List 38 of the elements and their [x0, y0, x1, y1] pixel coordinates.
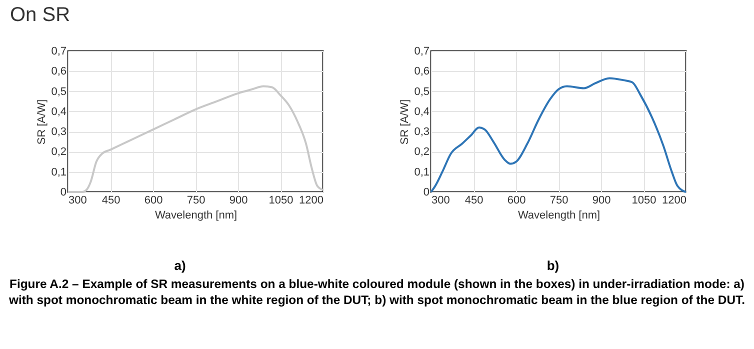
x-tick-label: 750 — [186, 194, 206, 206]
y-tick-label: 0,2 — [51, 146, 66, 158]
x-tick-label: 900 — [592, 194, 611, 206]
x-tick-label: 1050 — [268, 194, 294, 206]
text: b) — [546, 258, 560, 273]
y-axis-title: SR [A/W] — [399, 99, 412, 145]
x-tick-label: 750 — [550, 194, 568, 206]
x-tick-label: 300 — [68, 194, 87, 206]
y-axis-title: SR [A/W] — [36, 99, 48, 145]
y-tick-label: 0,1 — [51, 166, 66, 178]
x-tick-label: 1200 — [299, 194, 324, 206]
chart-title: On SR — [10, 4, 70, 27]
y-tick-label: 0,4 — [414, 106, 430, 118]
y-tick-label: 0,3 — [51, 126, 66, 138]
x-tick-label: 600 — [144, 194, 163, 206]
text: Figure A.2 – Example of SR measurements on a blue-white coloured module (shown in the boxes) in under-irradiation mode: a) with spot monochromatic beam in the white region of the DUT; b) with spot monochromatic beam in the blue region of the DUT. — [8, 276, 746, 308]
x-tick-label: 600 — [507, 194, 526, 206]
x-tick-label: 900 — [229, 194, 248, 206]
y-tick-label: 0,7 — [414, 46, 430, 58]
y-tick-label: 0,3 — [414, 126, 430, 138]
y-tick-label: 0,6 — [414, 66, 430, 78]
y-tick-label: 0,5 — [414, 86, 430, 98]
y-tick-label: 0 — [423, 186, 430, 198]
text: a) — [173, 258, 187, 273]
x-tick-label: 1050 — [632, 194, 656, 206]
x-tick-label: 450 — [464, 194, 484, 206]
x-tick-label: 1200 — [662, 194, 686, 206]
y-tick-label: 0,1 — [414, 166, 430, 178]
y-tick-label: 0,2 — [414, 146, 430, 158]
y-tick-label: 0,5 — [51, 86, 66, 98]
y-tick-label: 0,7 — [51, 46, 66, 58]
x-tick-label: 300 — [432, 194, 450, 206]
x-axis-title: Wavelength [nm] — [518, 210, 600, 222]
x-axis-title: Wavelength [nm] — [154, 210, 238, 222]
y-tick-label: 0,6 — [51, 66, 66, 78]
y-tick-label: 0 — [60, 186, 66, 198]
x-tick-label: 450 — [102, 194, 120, 206]
y-tick-label: 0,4 — [51, 106, 66, 118]
